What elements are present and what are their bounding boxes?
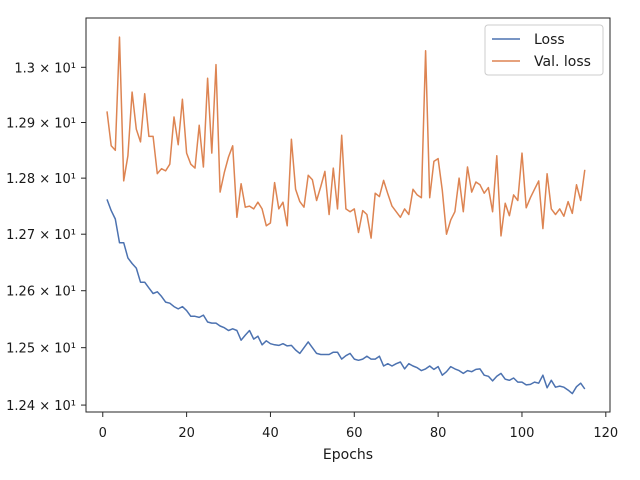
x-tick-label: 60: [346, 426, 363, 441]
y-axis-ticks: 1.24 × 10¹ 1.25 × 10¹ 1.26 × 10¹ 1.27 × 10¹…: [6, 61, 86, 414]
x-tick-label: 80: [430, 426, 447, 441]
plot-area: [106, 36, 586, 395]
series-line-1: [106, 36, 586, 239]
y-tick-label: 1.28 × 10¹: [6, 172, 76, 187]
legend-label: Val. loss: [534, 54, 591, 70]
x-axis-label: Epochs: [323, 447, 373, 463]
y-tick-label: 1.25 × 10¹: [6, 342, 76, 357]
x-tick-label: 100: [510, 426, 535, 441]
x-axis-ticks: 0 20 40 60 80 100 120: [99, 412, 618, 441]
legend-label: Loss: [534, 32, 565, 48]
x-tick-label: 0: [99, 426, 107, 441]
y-tick-label: 1.3 × 10¹: [14, 61, 76, 76]
x-tick-label: 120: [593, 426, 618, 441]
x-tick-label: 40: [262, 426, 279, 441]
plot-frame: [85, 17, 611, 413]
y-tick-label: 1.29 × 10¹: [6, 117, 76, 132]
y-tick-label: 1.26 × 10¹: [6, 285, 76, 300]
y-tick-label: 1.27 × 10¹: [6, 228, 76, 243]
legend-box: [484, 24, 604, 76]
x-tick-label: 20: [178, 426, 195, 441]
series-line-0: [106, 199, 586, 395]
y-tick-label: 1.24 × 10¹: [6, 399, 76, 414]
legend: Loss Val. loss: [484, 24, 604, 76]
